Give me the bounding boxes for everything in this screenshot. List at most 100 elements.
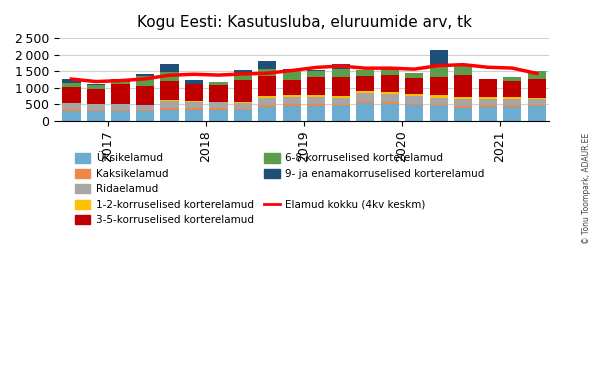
Bar (479, 97, 497, 99)
Bar (258, 107, 277, 121)
Bar (62, 111, 80, 121)
Bar (185, 110, 203, 121)
Bar (307, 69, 325, 71)
Bar (233, 69, 252, 74)
Bar (86, 111, 105, 121)
Bar (136, 105, 154, 110)
Bar (136, 74, 154, 76)
Bar (307, 71, 325, 77)
Bar (454, 106, 472, 107)
Bar (380, 104, 399, 121)
Bar (454, 66, 472, 75)
Bar (454, 97, 472, 99)
Bar (185, 101, 203, 102)
Bar (185, 80, 203, 84)
Bar (332, 69, 350, 77)
Bar (430, 66, 448, 77)
Bar (86, 85, 105, 89)
Bar (185, 109, 203, 110)
Bar (430, 50, 448, 66)
Bar (86, 104, 105, 110)
Bar (332, 106, 350, 121)
Bar (380, 69, 399, 75)
Bar (454, 107, 472, 121)
Bar (307, 77, 325, 95)
Bar (527, 98, 546, 100)
Bar (258, 98, 277, 105)
Bar (527, 106, 546, 121)
Title: Kogu Eesti: Kasutusluba, eluruumide arv, tk: Kogu Eesti: Kasutusluba, eluruumide arv,… (137, 15, 472, 30)
Bar (503, 105, 521, 107)
Bar (356, 76, 374, 91)
Bar (258, 76, 277, 96)
Bar (86, 110, 105, 111)
Bar (307, 95, 325, 97)
Bar (430, 77, 448, 95)
Bar (479, 105, 497, 107)
Bar (527, 71, 546, 79)
Bar (503, 107, 521, 121)
Bar (209, 110, 227, 121)
Bar (405, 73, 424, 78)
Bar (136, 86, 154, 105)
Bar (332, 64, 350, 69)
Bar (405, 96, 424, 104)
Bar (233, 74, 252, 80)
Bar (62, 109, 80, 111)
Bar (503, 77, 521, 81)
Bar (380, 75, 399, 92)
Bar (479, 107, 497, 121)
Bar (479, 80, 497, 97)
Bar (233, 80, 252, 102)
Bar (62, 83, 80, 87)
Legend: Üksikelamud, Kaksikelamud, Ridaelamud, 1-2-korruselised korterelamud, 3-5-korrus: Üksikelamud, Kaksikelamud, Ridaelamud, 1… (71, 149, 488, 229)
Bar (454, 75, 472, 97)
Bar (503, 81, 521, 97)
Bar (111, 84, 130, 104)
Bar (283, 106, 301, 121)
Bar (233, 103, 252, 109)
Bar (356, 102, 374, 103)
Bar (283, 104, 301, 106)
Bar (380, 102, 399, 104)
Bar (479, 99, 497, 105)
Bar (527, 79, 546, 98)
Bar (136, 110, 154, 111)
Bar (209, 102, 227, 109)
Bar (233, 102, 252, 103)
Bar (185, 84, 203, 101)
Bar (503, 97, 521, 99)
Bar (160, 100, 179, 102)
Bar (209, 109, 227, 110)
Bar (283, 71, 301, 80)
Bar (86, 84, 105, 85)
Bar (332, 105, 350, 106)
Bar (356, 103, 374, 121)
Bar (233, 110, 252, 121)
Bar (160, 72, 179, 81)
Bar (405, 105, 424, 121)
Bar (209, 85, 227, 102)
Bar (111, 79, 130, 82)
Bar (332, 77, 350, 96)
Bar (503, 99, 521, 105)
Bar (380, 92, 399, 94)
Bar (430, 98, 448, 105)
Bar (356, 70, 374, 76)
Bar (62, 103, 80, 109)
Bar (430, 105, 448, 106)
Bar (258, 69, 277, 76)
Bar (454, 99, 472, 106)
Bar (283, 80, 301, 95)
Bar (332, 98, 350, 105)
Bar (160, 110, 179, 121)
Bar (86, 89, 105, 103)
Bar (160, 102, 179, 108)
Bar (136, 111, 154, 121)
Bar (111, 110, 130, 111)
Bar (283, 95, 301, 97)
Text: © Tõnu Toompark, ADAUR.EE: © Tõnu Toompark, ADAUR.EE (582, 132, 592, 244)
Bar (405, 78, 424, 94)
Bar (283, 97, 301, 104)
Bar (405, 94, 424, 96)
